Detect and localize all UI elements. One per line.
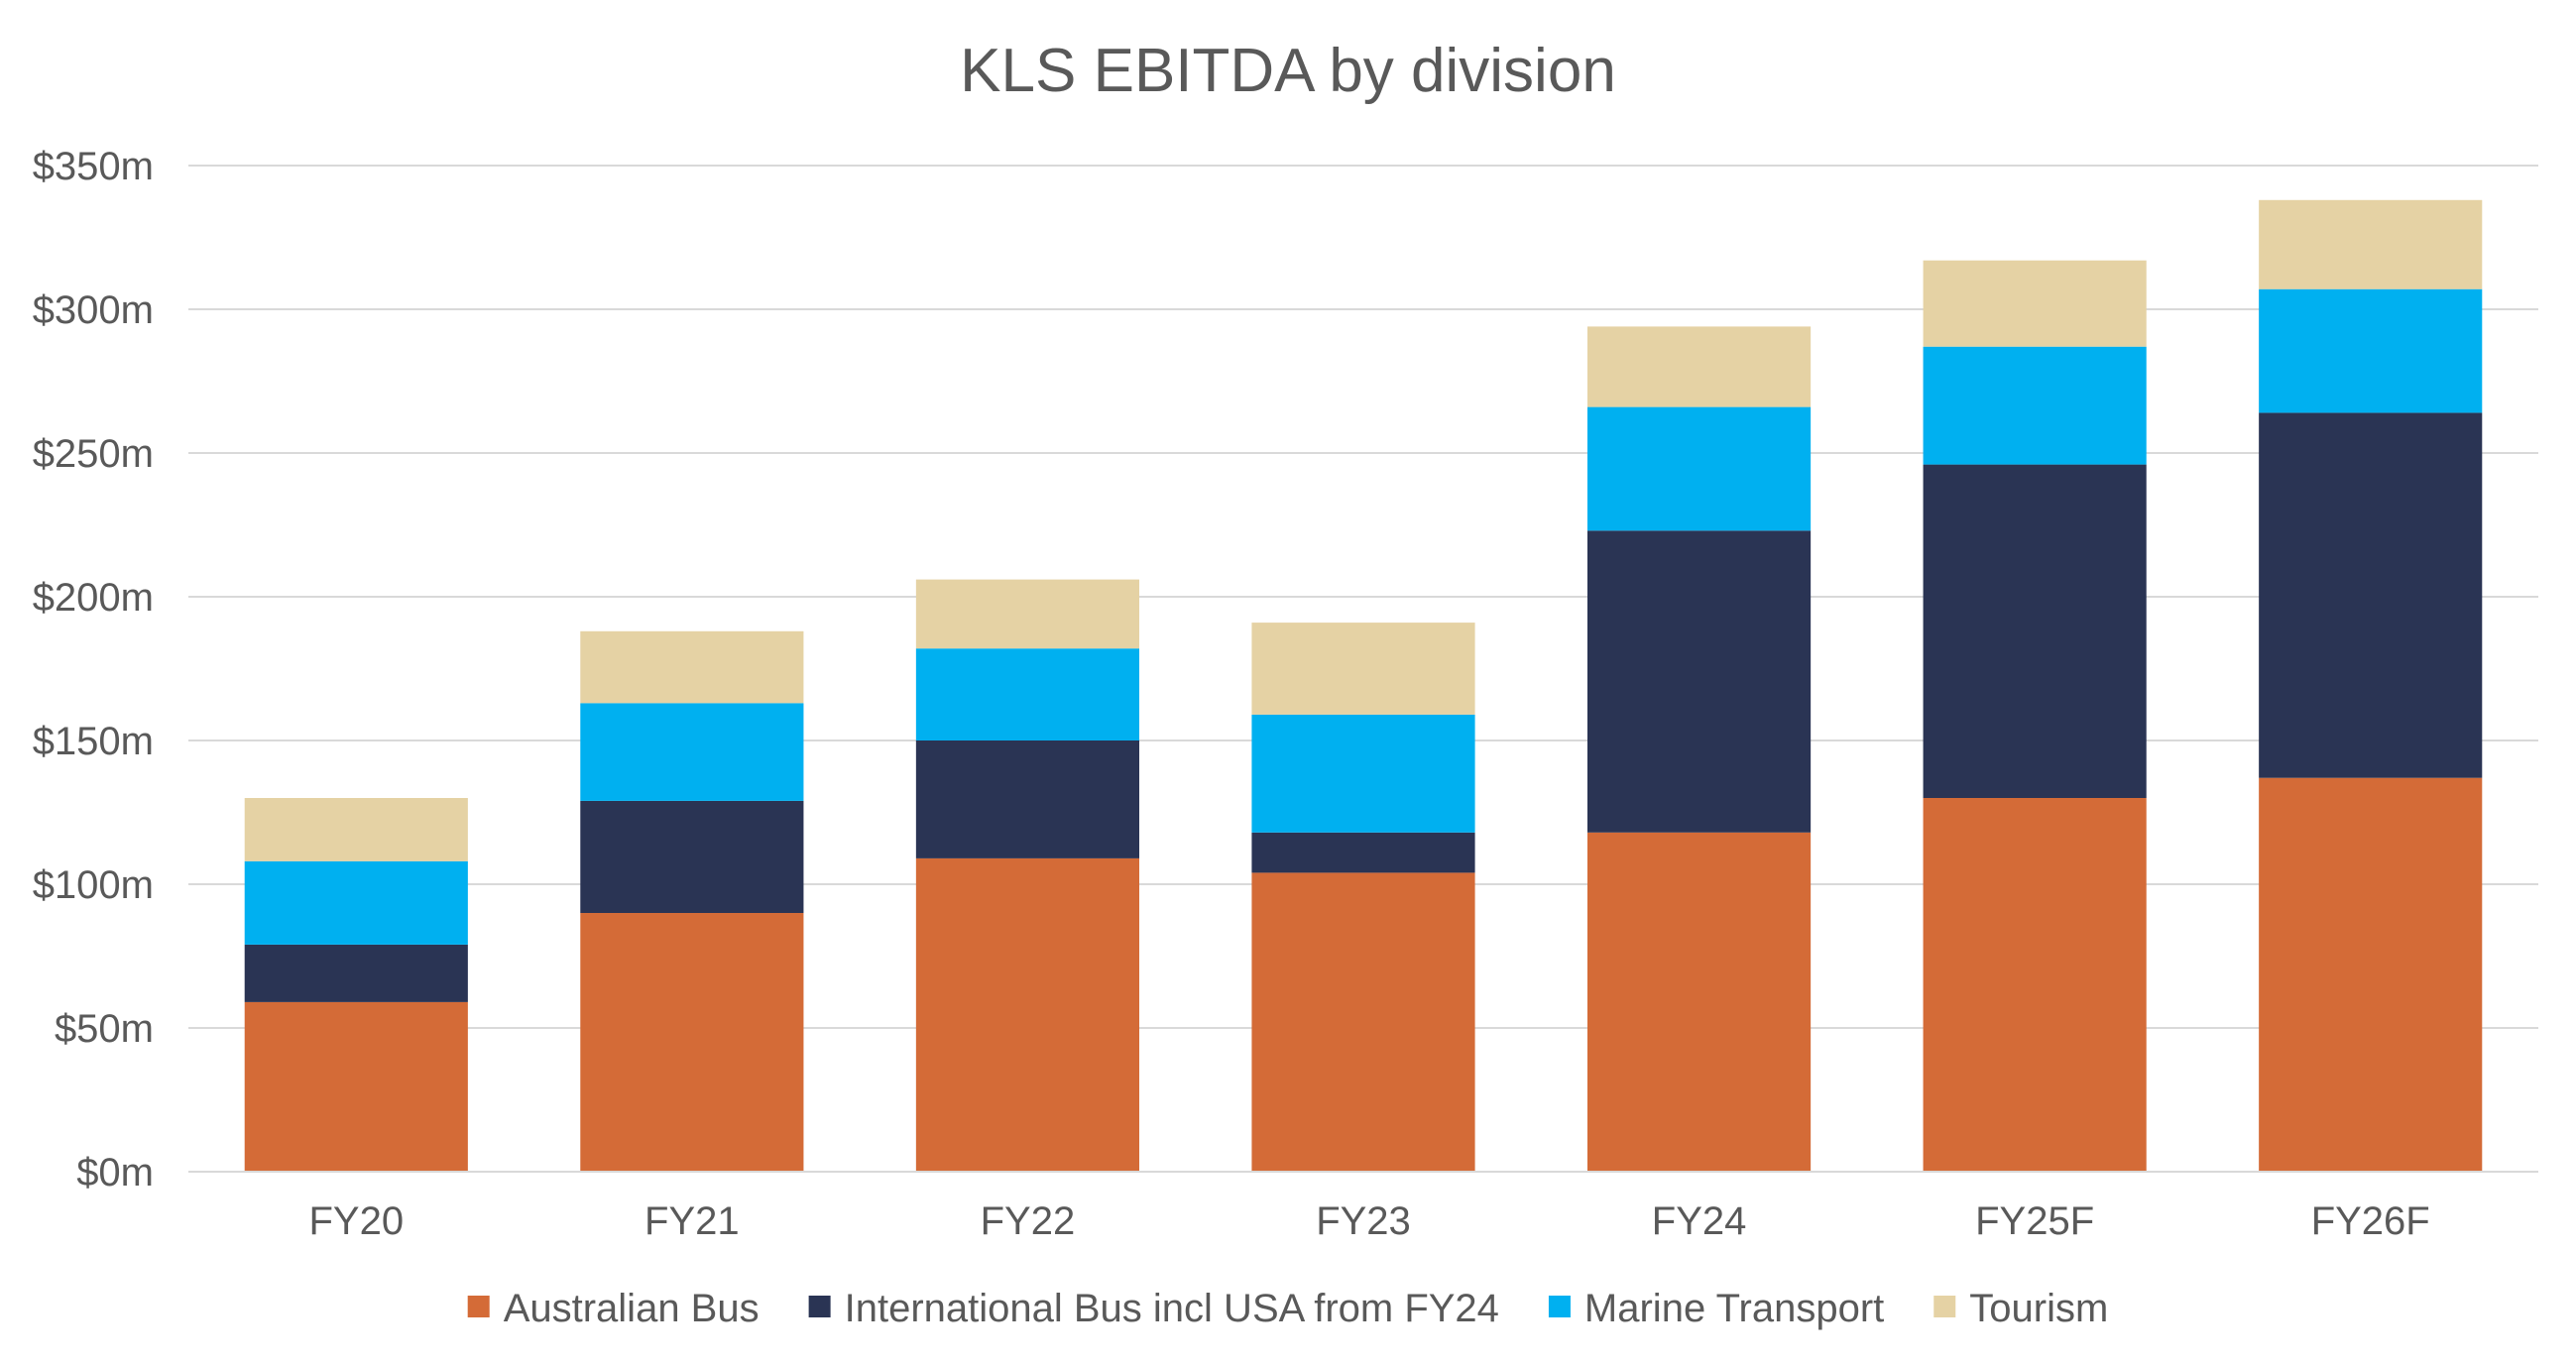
y-tick-label: $0m bbox=[76, 1151, 154, 1194]
bar-fy21-series-3 bbox=[580, 703, 804, 801]
y-tick-label: $200m bbox=[33, 576, 154, 620]
bar-fy22-series-1 bbox=[915, 857, 1140, 1172]
bar-fy25f-series-4 bbox=[1923, 260, 2147, 347]
bar-fy26f-series-3 bbox=[2259, 288, 2483, 413]
bar-fy23-series-1 bbox=[1251, 872, 1475, 1172]
bar-fy26f-series-4 bbox=[2259, 199, 2483, 289]
bar-fy21-series-2 bbox=[580, 800, 804, 913]
legend-label: International Bus incl USA from FY24 bbox=[845, 1287, 1499, 1330]
y-tick-label: $250m bbox=[33, 432, 154, 476]
chart-title: KLS EBITDA by division bbox=[960, 37, 1616, 105]
y-tick-label: $300m bbox=[33, 288, 154, 332]
bar-fy24-series-1 bbox=[1586, 832, 1812, 1172]
legend-item: International Bus incl USA from FY24 bbox=[808, 1287, 1499, 1330]
y-tick-label: $100m bbox=[33, 863, 154, 907]
x-tick-label: FY21 bbox=[644, 1199, 740, 1243]
y-tick-label: $150m bbox=[33, 720, 154, 763]
legend-item: Tourism bbox=[1933, 1287, 2108, 1330]
legend-item: Marine Transport bbox=[1548, 1287, 1884, 1330]
legend-label: Tourism bbox=[1969, 1287, 2108, 1330]
bars bbox=[244, 199, 2483, 1172]
legend-swatch bbox=[1933, 1296, 1956, 1317]
legend-swatch bbox=[467, 1296, 490, 1317]
x-tick-label: FY24 bbox=[1652, 1199, 1747, 1243]
bar-fy22-series-4 bbox=[915, 579, 1140, 649]
bar-fy25f-series-1 bbox=[1923, 798, 2147, 1172]
bar-fy21-series-4 bbox=[580, 630, 804, 704]
x-tick-label: FY25F bbox=[1975, 1199, 2094, 1243]
bar-fy23-series-2 bbox=[1251, 832, 1475, 873]
legend: Australian Bus International Bus incl USA… bbox=[467, 1287, 2108, 1330]
y-axis-tick-labels: $0m $50m $100m $150m $200m $250m $300m $350m bbox=[33, 145, 154, 1194]
bar-fy24-series-2 bbox=[1586, 530, 1812, 833]
legend-swatch bbox=[808, 1296, 831, 1317]
x-tick-label: FY26F bbox=[2311, 1199, 2430, 1243]
bar-fy23-series-3 bbox=[1251, 714, 1475, 833]
bar-fy26f-series-1 bbox=[2259, 777, 2483, 1172]
bar-fy25f-series-2 bbox=[1923, 464, 2147, 798]
bar-fy20-series-4 bbox=[244, 798, 468, 861]
x-axis-tick-labels: FY20 FY21 FY22 FY23 FY24 FY25F FY26F bbox=[308, 1199, 2429, 1243]
x-tick-label: FY20 bbox=[308, 1199, 404, 1243]
bar-fy25f-series-3 bbox=[1923, 346, 2147, 465]
bar-fy24-series-4 bbox=[1586, 326, 1812, 407]
bar-fy23-series-4 bbox=[1251, 623, 1475, 715]
bar-fy22-series-3 bbox=[915, 648, 1140, 740]
legend-item: Australian Bus bbox=[467, 1287, 760, 1330]
bar-fy20-series-1 bbox=[244, 1001, 468, 1172]
bar-fy20-series-3 bbox=[244, 860, 468, 945]
legend-label: Marine Transport bbox=[1584, 1287, 1884, 1330]
x-tick-label: FY22 bbox=[981, 1199, 1076, 1243]
bar-fy21-series-1 bbox=[580, 913, 804, 1172]
bar-fy24-series-3 bbox=[1586, 406, 1812, 531]
y-tick-label: $50m bbox=[55, 1007, 154, 1051]
bar-fy26f-series-2 bbox=[2259, 412, 2483, 778]
x-tick-label: FY23 bbox=[1316, 1199, 1411, 1243]
bar-fy20-series-2 bbox=[244, 944, 468, 1002]
bar-fy22-series-2 bbox=[915, 740, 1140, 858]
legend-label: Australian Bus bbox=[504, 1287, 760, 1330]
y-tick-label: $350m bbox=[33, 145, 154, 188]
legend-swatch bbox=[1548, 1296, 1571, 1317]
